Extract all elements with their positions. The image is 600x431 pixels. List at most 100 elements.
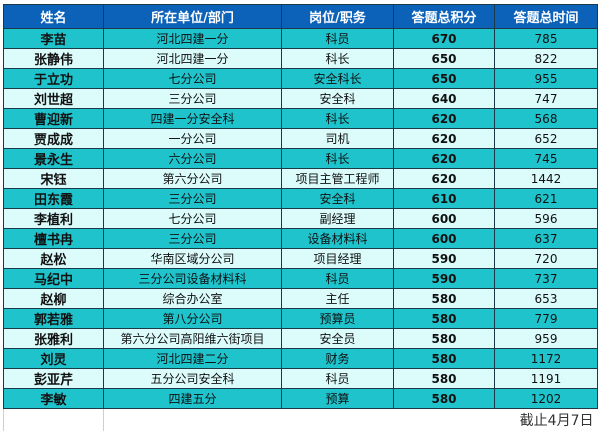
cell-name: 刘世超 (4, 89, 104, 109)
cell-score: 590 (394, 249, 495, 269)
cell-score: 620 (394, 149, 495, 169)
cell-unit: 河北四建一分 (104, 49, 282, 69)
cell-time: 747 (495, 89, 598, 109)
cell-score: 670 (394, 29, 495, 49)
cell-score: 620 (394, 129, 495, 149)
cell-unit: 第六分公司高阳维六街项目 (104, 329, 282, 349)
cell-unit: 三分公司设备材料科 (104, 269, 282, 289)
cell-post: 安全科 (282, 189, 394, 209)
cell-name: 曹迎新 (4, 109, 104, 129)
cell-unit: 一分公司 (104, 129, 282, 149)
cell-time: 785 (495, 29, 598, 49)
cell-unit: 第六分公司 (104, 169, 282, 189)
cell-name: 郭若雅 (4, 309, 104, 329)
cell-time: 959 (495, 329, 598, 349)
cell-unit: 七分公司 (104, 209, 282, 229)
cell-name: 马纪中 (4, 269, 104, 289)
cell-score: 580 (394, 309, 495, 329)
cell-score: 580 (394, 329, 495, 349)
cell-post: 科员 (282, 269, 394, 289)
cell-unit: 三分公司 (104, 189, 282, 209)
cell-score: 610 (394, 189, 495, 209)
cell-score: 620 (394, 109, 495, 129)
cell-name: 李苗 (4, 29, 104, 49)
cell-post: 司机 (282, 129, 394, 149)
cell-unit: 河北四建一分 (104, 29, 282, 49)
cell-score: 620 (394, 169, 495, 189)
cell-time: 652 (495, 129, 598, 149)
footer-empty-1 (4, 409, 104, 431)
cell-unit: 第八分公司 (104, 309, 282, 329)
cell-post: 项目主管工程师 (282, 169, 394, 189)
cell-name: 彭亚芹 (4, 369, 104, 389)
footer-note: 截止4月7日 (104, 409, 598, 431)
cell-time: 955 (495, 69, 598, 89)
cell-score: 640 (394, 89, 495, 109)
cell-post: 科长 (282, 49, 394, 69)
cell-name: 檀书冉 (4, 229, 104, 249)
cell-name: 田东霞 (4, 189, 104, 209)
cell-score: 580 (394, 389, 495, 409)
header-name: 姓名 (4, 5, 104, 29)
cell-unit: 四建五分 (104, 389, 282, 409)
cell-score: 580 (394, 349, 495, 369)
cell-unit: 河北四建二分 (104, 349, 282, 369)
cell-unit: 华南区域分公司 (104, 249, 282, 269)
cell-unit: 三分公司 (104, 229, 282, 249)
cell-unit: 三分公司 (104, 89, 282, 109)
cell-score: 590 (394, 269, 495, 289)
cell-score: 600 (394, 229, 495, 249)
cell-time: 822 (495, 49, 598, 69)
cell-score: 650 (394, 49, 495, 69)
cell-post: 安全科 (282, 89, 394, 109)
cell-post: 科长 (282, 109, 394, 129)
cell-time: 653 (495, 289, 598, 309)
cell-time: 779 (495, 309, 598, 329)
cell-unit: 四建一分安全科 (104, 109, 282, 129)
cell-name: 贾成成 (4, 129, 104, 149)
cell-unit: 五分公司安全科 (104, 369, 282, 389)
header-score: 答题总积分 (394, 5, 495, 29)
cell-unit: 综合办公室 (104, 289, 282, 309)
cell-time: 568 (495, 109, 598, 129)
header-unit: 所在单位/部门 (104, 5, 282, 29)
cell-time: 621 (495, 189, 598, 209)
cell-post: 预算员 (282, 309, 394, 329)
cell-post: 项目经理 (282, 249, 394, 269)
cell-name: 刘灵 (4, 349, 104, 369)
cell-name: 宋钰 (4, 169, 104, 189)
cell-name: 赵柳 (4, 289, 104, 309)
cell-time: 596 (495, 209, 598, 229)
cell-name: 李植利 (4, 209, 104, 229)
cell-unit: 七分公司 (104, 69, 282, 89)
cell-post: 科员 (282, 369, 394, 389)
cell-post: 副经理 (282, 209, 394, 229)
header-time: 答题总时间 (495, 5, 598, 29)
header-post: 岗位/职务 (282, 5, 394, 29)
cell-score: 580 (394, 289, 495, 309)
cell-score: 600 (394, 209, 495, 229)
header-row: 姓名 所在单位/部门 岗位/职务 答题总积分 答题总时间 (4, 5, 598, 29)
cell-unit: 六分公司 (104, 149, 282, 169)
